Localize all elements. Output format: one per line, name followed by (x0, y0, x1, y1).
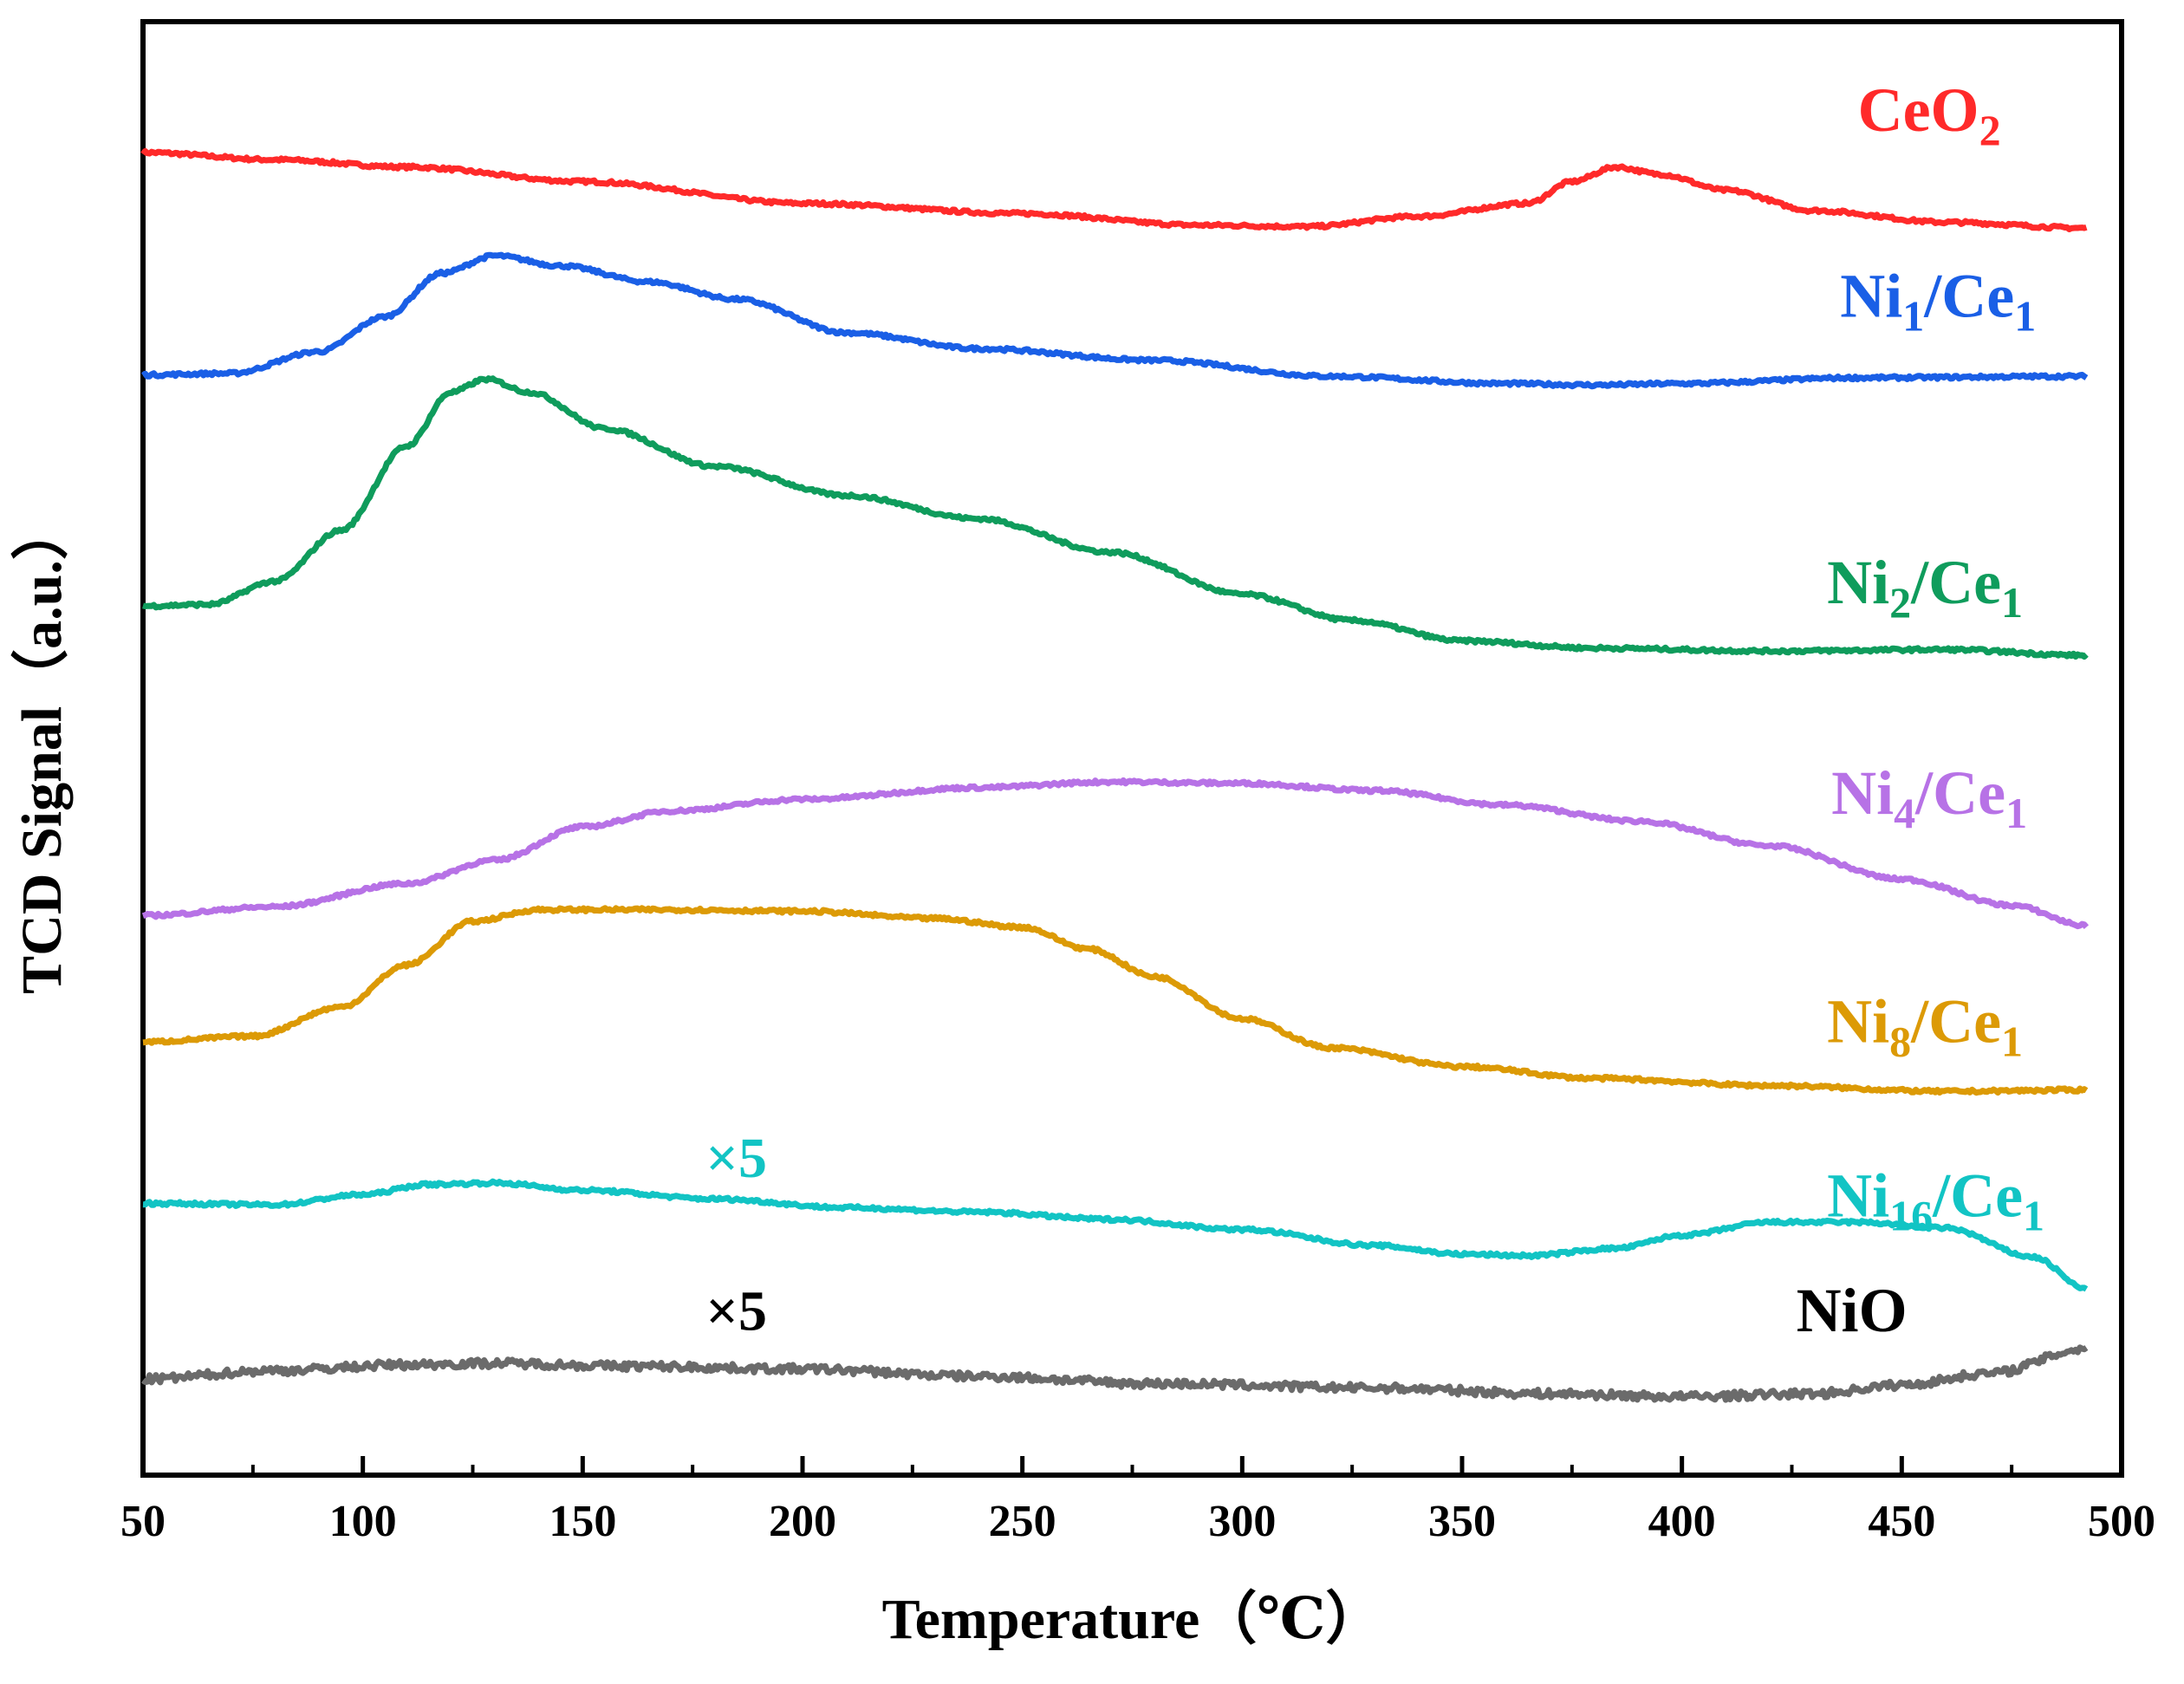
x-tick-label: 500 (2088, 1497, 2155, 1546)
series-layer (140, 147, 2090, 1403)
series-label-nio: NiO (1797, 1276, 1908, 1345)
series-line-ni4-ce1 (141, 777, 2090, 930)
x-tick-label: 50 (120, 1497, 166, 1546)
x-tick-label: 250 (989, 1497, 1056, 1546)
x-tick-label: 450 (1868, 1497, 1935, 1546)
series-label-ni16-ce1: Ni16/Ce1 (1827, 1161, 2044, 1239)
x-tick-label: 300 (1208, 1497, 1276, 1546)
series-line-ceo2 (140, 147, 2088, 232)
series-label-ceo2: CeO2 (1858, 75, 2001, 154)
series-label-ni2-ce1: Ni2/Ce1 (1827, 548, 2023, 627)
series-line-nio (140, 1344, 2089, 1403)
y-axis-title: TCD Signal（a.u.） (10, 503, 74, 994)
plot-frame (140, 19, 2124, 1478)
series-line-ni16-ce1 (142, 1178, 2089, 1292)
series-labels: CeO2 Ni1/Ce1 Ni2/Ce1 Ni4/Ce1 Ni8/Ce1 Ni16/Ce1… (705, 75, 2044, 1345)
x-tick-label: 100 (329, 1497, 397, 1546)
x-tick-label: 200 (769, 1497, 836, 1546)
x-axis-title: Temperature（℃） (882, 1587, 1383, 1651)
x-tick-label: 350 (1428, 1497, 1496, 1546)
x-tick-label: 400 (1648, 1497, 1716, 1546)
plot-area (140, 19, 2124, 1478)
series-line-ni2-ce1 (142, 375, 2089, 660)
series-line-ni8-ce1 (142, 905, 2089, 1096)
scale-factor-label: ×5 (705, 1127, 767, 1190)
series-line-ni1-ce1 (140, 251, 2089, 390)
series-label-ni8-ce1: Ni8/Ce1 (1827, 986, 2023, 1065)
series-label-ni1-ce1: Ni1/Ce1 (1840, 261, 2036, 340)
x-axis-ticks: 50 100 150 200 250 300 350 400 450 500 (120, 1456, 2155, 1546)
scale-factor-label: ×5 (705, 1279, 767, 1343)
series-label-ni4-ce1: Ni4/Ce1 (1831, 758, 2027, 837)
x-tick-label: 150 (549, 1497, 616, 1546)
